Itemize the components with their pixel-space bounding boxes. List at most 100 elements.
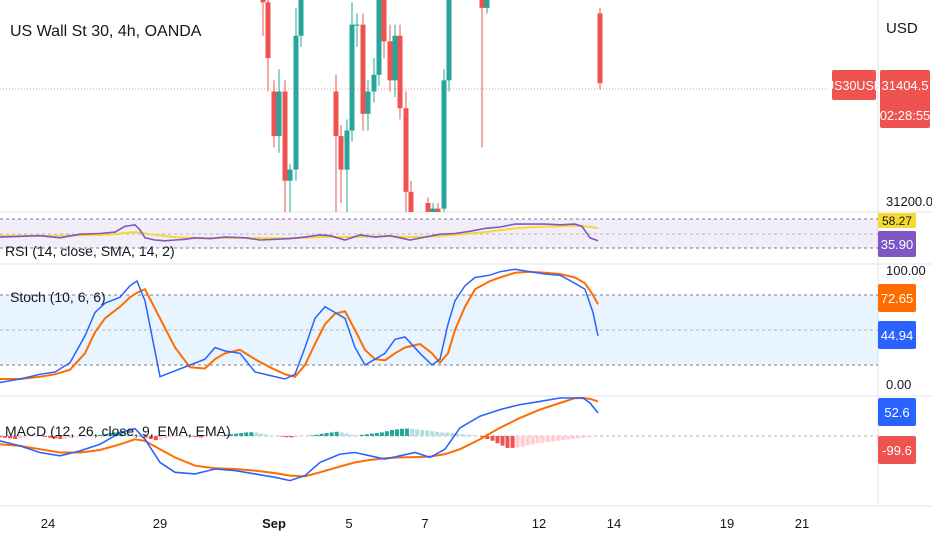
candle-body: [344, 130, 350, 170]
price-pane[interactable]: US Wall St 30, 4h, OANDA USD 31200.0 US3…: [0, 0, 932, 212]
macd-value-badge: [878, 398, 916, 426]
macd-hist-bar: [520, 436, 525, 447]
macd-hist-bar: [249, 432, 254, 436]
stoch-legend: Stoch (10, 6, 6): [10, 289, 106, 305]
macd-hist-bar: [440, 432, 445, 436]
candle-body: [387, 41, 393, 81]
macd-hist-bar: [570, 436, 575, 439]
rsi-pane[interactable]: RSI (14, close, SMA, 14, 2) 58.27 35.90: [0, 213, 916, 259]
macd-hist-bar: [530, 436, 535, 445]
candle-body: [446, 0, 452, 81]
candle-body: [365, 91, 371, 114]
macd-hist-bar: [93, 435, 98, 436]
candle-body: [360, 24, 366, 114]
candle-body: [260, 0, 266, 3]
macd-signal-line: [0, 396, 599, 478]
stoch-k-line: [0, 268, 599, 384]
macd-hist-bar: [359, 434, 364, 436]
macd-line: [0, 397, 599, 482]
macd-value-badge-label: 52.6: [884, 405, 909, 420]
rsi-ma-line: [0, 224, 599, 240]
candle-body: [376, 0, 382, 75]
stoch-pane[interactable]: Stoch (10, 6, 6) 100.00 0.00 72.65 44.94: [0, 263, 926, 392]
macd-hist-bar: [224, 434, 229, 436]
currency-label: USD: [886, 20, 918, 37]
macd-hist-bar: [133, 434, 138, 436]
macd-hist-bar: [545, 436, 550, 442]
x-tick-label: 5: [345, 516, 352, 531]
macd-hist-bar: [98, 434, 103, 436]
macd-hist-bar: [505, 436, 510, 448]
macd-hist-bar: [314, 434, 319, 436]
chart-title: US Wall St 30, 4h, OANDA: [10, 23, 202, 40]
macd-hist-bar: [153, 436, 158, 441]
stoch-d-badge: [878, 284, 916, 312]
macd-hist-bar: [103, 434, 108, 436]
macd-hist-bar: [123, 432, 128, 436]
macd-hist-bar: [73, 436, 78, 438]
macd-hist-bar: [259, 433, 264, 436]
macd-hist-bar: [470, 435, 475, 436]
macd-pane[interactable]: MACD (12, 26, close, 9, EMA, EMA) 52.6 -…: [0, 396, 916, 482]
candle-body: [408, 191, 414, 212]
candle-body: [276, 91, 282, 137]
macd-hist-bar: [8, 436, 13, 439]
macd-hist-bar: [420, 430, 425, 436]
macd-hist-bar: [324, 433, 329, 436]
x-tick-label: 24: [41, 516, 55, 531]
macd-hist-badge: [878, 436, 916, 464]
macd-hist-bar: [189, 436, 193, 437]
stoch-tick-top: 100.00: [886, 263, 926, 278]
candle-body: [397, 35, 403, 109]
macd-hist-bar: [465, 434, 470, 436]
x-tick-label: 7: [421, 516, 428, 531]
macd-hist-bar: [535, 436, 540, 444]
candle-body: [371, 74, 377, 92]
macd-hist-bar: [354, 435, 359, 436]
macd-hist-bar: [550, 436, 555, 442]
macd-hist-bar: [148, 436, 153, 439]
candle-body: [381, 0, 387, 42]
macd-hist-bar: [430, 431, 435, 436]
candle-body: [333, 91, 339, 137]
macd-hist-bar: [279, 436, 284, 437]
rsi-line: [0, 223, 599, 242]
rsi-value-badge: [878, 231, 916, 257]
candle-body: [441, 80, 447, 209]
macd-hist-bar: [495, 436, 500, 444]
x-tick-label: 29: [153, 516, 167, 531]
macd-hist-bar: [108, 433, 113, 436]
macd-hist-bar: [510, 436, 515, 448]
stoch-d-badge-value: 72.65: [881, 291, 914, 306]
macd-hist-bar: [580, 436, 585, 438]
candle-body: [597, 13, 603, 84]
macd-hist-bar: [445, 432, 450, 436]
stoch-k-badge-value: 44.94: [881, 328, 914, 343]
macd-hist-bar: [284, 436, 289, 438]
candle-body: [435, 208, 441, 212]
symbol-badge-label: US30USD: [825, 79, 883, 93]
macd-hist-bar: [560, 436, 565, 441]
macd-hist-bar: [515, 436, 520, 448]
macd-hist-bar: [194, 436, 198, 438]
macd-hist-bar: [163, 436, 168, 439]
candle-body: [265, 2, 271, 59]
macd-hist-bar: [364, 434, 369, 436]
price-badge-countdown: 02:28:55: [880, 108, 931, 123]
candle-body: [403, 108, 409, 192]
candle-body: [349, 24, 355, 131]
candles-group: [260, 0, 603, 212]
candle-body: [392, 35, 398, 81]
macd-hist-bar: [344, 433, 349, 436]
macd-hist-bar: [239, 433, 244, 436]
time-axis[interactable]: 24 29 Sep 5 7 12 14 19 21: [41, 516, 809, 531]
macd-hist-bar: [525, 436, 530, 446]
macd-legend: MACD (12, 26, close, 9, EMA, EMA): [5, 423, 231, 439]
macd-hist-bar: [158, 436, 163, 440]
stoch-k-badge: [878, 321, 916, 349]
macd-hist-bar: [425, 430, 430, 436]
macd-hist-bar: [480, 436, 485, 438]
macd-hist-bar: [565, 436, 570, 440]
macd-hist-bar: [555, 436, 560, 441]
